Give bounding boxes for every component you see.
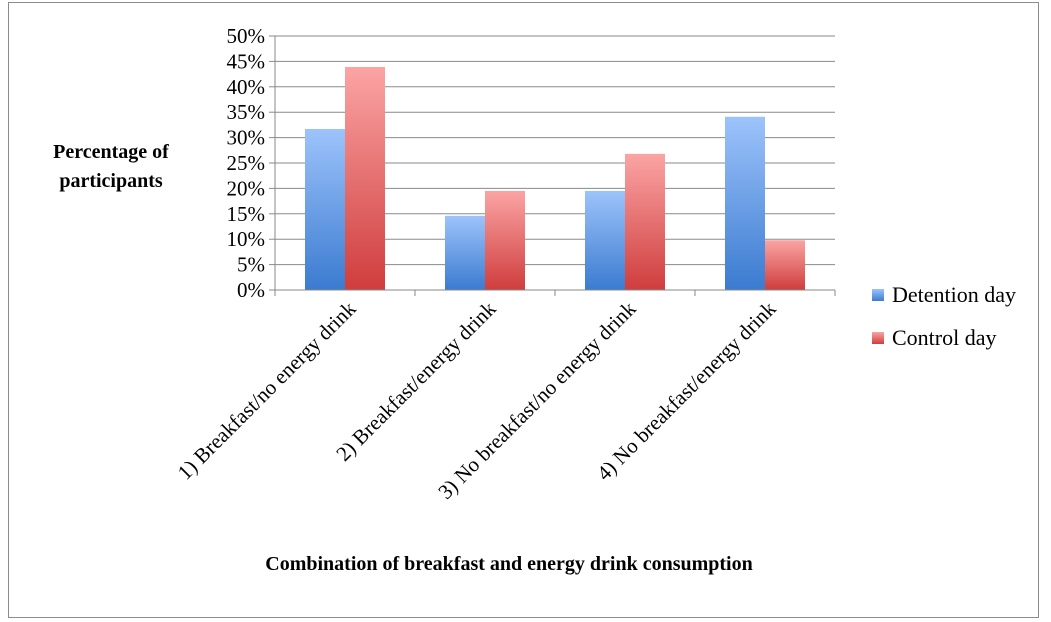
y-tick-label: 40% [227, 75, 266, 99]
y-tick-label: 25% [227, 151, 266, 175]
legend-swatch-detention-day [872, 289, 884, 301]
legend-swatch-control-day [872, 332, 884, 344]
bar-detention-day-3 [585, 190, 625, 290]
y-axis-title-line-2: participants [59, 170, 163, 192]
x-category-label: 2) Breakfast/energy drink [331, 296, 501, 466]
y-tick-label: 5% [237, 253, 265, 277]
y-tick-label: 0% [237, 278, 265, 302]
bar-detention-day-4 [725, 116, 765, 290]
x-axis-title: Combination of breakfast and energy drin… [265, 553, 752, 575]
bar-control-day-1 [345, 66, 385, 290]
y-tick-label: 50% [227, 24, 266, 48]
y-tick-label: 30% [227, 126, 266, 150]
y-tick-label: 35% [227, 100, 266, 124]
y-tick-labels: 0%5%10%15%20%25%30%35%40%45%50% [227, 24, 266, 302]
y-tick-label: 10% [227, 227, 266, 251]
y-axis-title-line-1: Percentage of [53, 141, 169, 163]
legend-label-detention-day: Detention day [892, 282, 1016, 307]
legend-label-control-day: Control day [892, 325, 997, 350]
axes [269, 35, 836, 296]
bar-control-day-3 [625, 153, 665, 290]
bar-control-day-4 [765, 240, 805, 290]
bar-control-day-2 [485, 190, 525, 290]
y-tick-label: 45% [227, 49, 266, 73]
bar-detention-day-1 [305, 128, 345, 290]
bars [305, 66, 805, 290]
chart-frame [8, 2, 1039, 618]
legend: Detention day Control day [872, 282, 1016, 350]
x-category-label: 1) Breakfast/no energy drink [173, 296, 361, 484]
y-tick-label: 20% [227, 176, 266, 200]
y-tick-label: 15% [227, 202, 266, 226]
bar-detention-day-2 [445, 215, 485, 290]
